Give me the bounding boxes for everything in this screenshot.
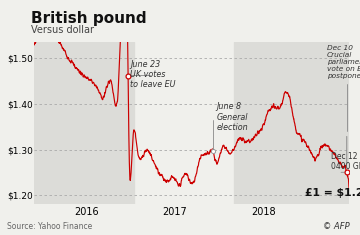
Text: © AFP: © AFP [323, 223, 349, 231]
Text: June 23
UK votes
to leave EU: June 23 UK votes to leave EU [130, 60, 176, 90]
Bar [34, 42, 134, 204]
Text: British pound: British pound [31, 11, 146, 26]
Text: Dec 10
Crucial
parliament
vote on Brexit
postponed: Dec 10 Crucial parliament vote on Brexit… [327, 45, 360, 131]
Text: Dec 12
0400 GMT: Dec 12 0400 GMT [332, 152, 360, 171]
Text: June 8
General
election: June 8 General election [213, 102, 248, 149]
Text: £1 = $1.2504: £1 = $1.2504 [305, 188, 360, 198]
Bar [234, 42, 349, 204]
Text: Versus dollar: Versus dollar [31, 25, 94, 35]
Text: Source: Yahoo Finance: Source: Yahoo Finance [7, 223, 93, 231]
